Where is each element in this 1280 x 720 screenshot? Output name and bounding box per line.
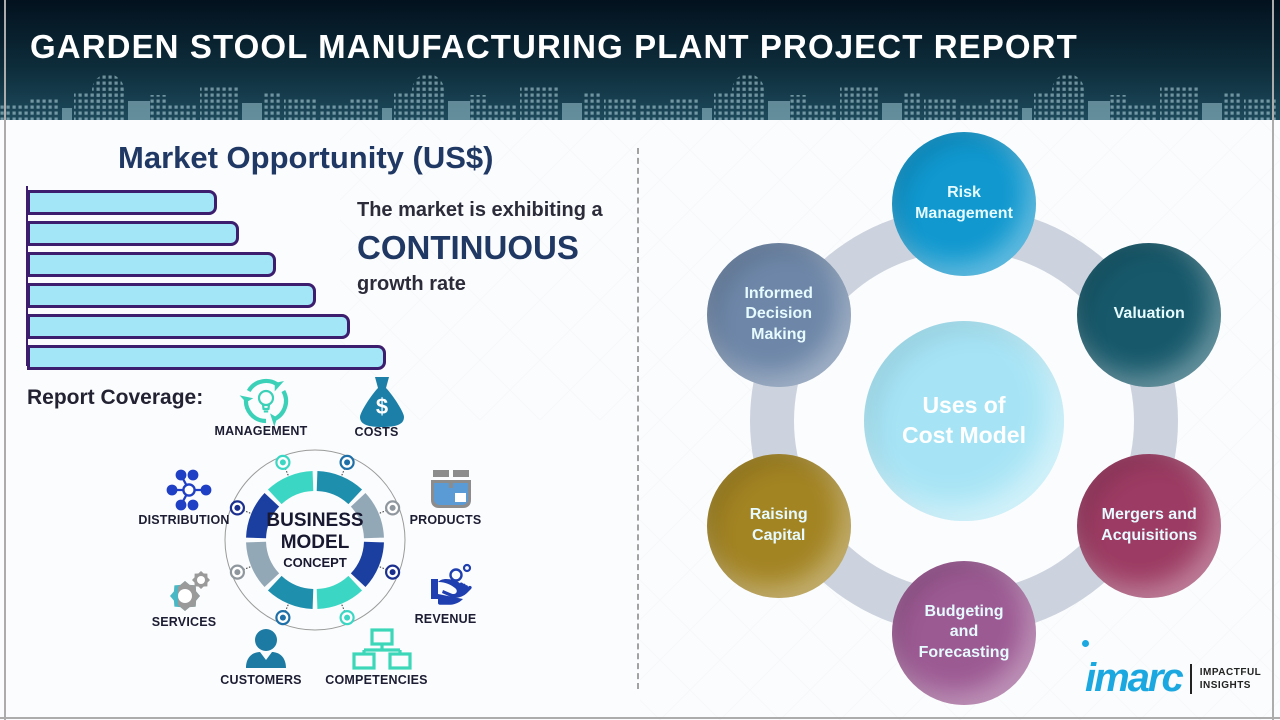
svg-text:$: $ (375, 394, 387, 419)
